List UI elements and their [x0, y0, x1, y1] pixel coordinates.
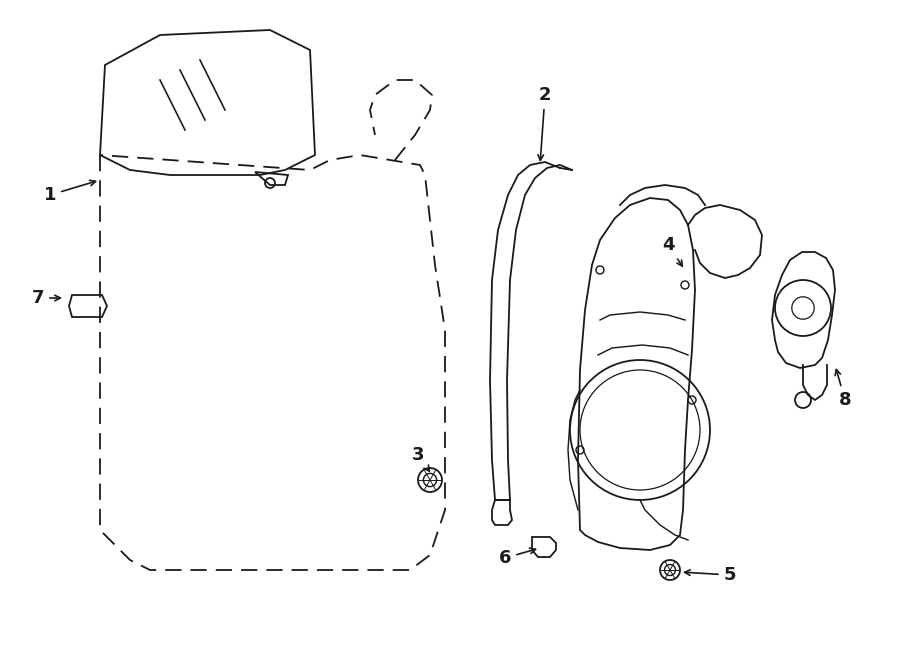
Text: 7: 7	[32, 289, 60, 307]
Text: 3: 3	[412, 446, 429, 471]
Text: 5: 5	[685, 566, 736, 584]
Text: 6: 6	[499, 548, 536, 567]
Text: 8: 8	[835, 369, 851, 409]
Text: 4: 4	[662, 236, 682, 266]
Text: 1: 1	[44, 180, 95, 204]
Text: 2: 2	[538, 86, 551, 161]
